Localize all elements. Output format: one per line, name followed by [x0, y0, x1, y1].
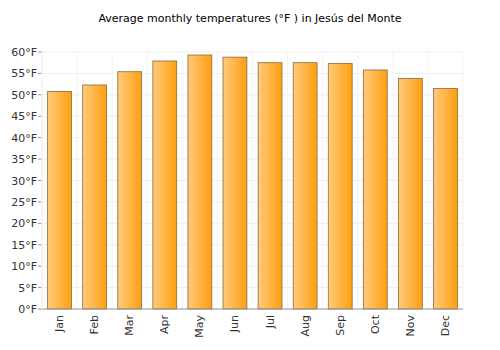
- tick-mark: [38, 244, 42, 245]
- chart-title: Average monthly temperatures (°F ) in Je…: [98, 12, 401, 25]
- x-tick-label: Apr: [158, 315, 171, 335]
- bar: [83, 85, 107, 309]
- y-tick-label: 15°F: [11, 239, 37, 252]
- x-tick-label: Jun: [228, 315, 241, 333]
- grid-line-vertical: [463, 52, 464, 309]
- tick-mark: [38, 287, 42, 288]
- tick-mark: [38, 223, 42, 224]
- tick-mark: [38, 266, 42, 267]
- y-tick-label: 5°F: [18, 282, 37, 295]
- bar: [293, 63, 317, 309]
- x-tick-label: Jan: [53, 315, 66, 333]
- y-tick-label: 50°F: [11, 89, 37, 102]
- bar: [223, 57, 247, 309]
- x-tick-label: Dec: [439, 315, 452, 336]
- chart-svg: Average monthly temperatures (°F ) in Je…: [0, 0, 500, 350]
- tick-mark: [38, 201, 42, 202]
- tick-mark: [38, 137, 42, 138]
- grid-line-vertical: [77, 52, 78, 309]
- x-axis-line: [42, 309, 463, 310]
- bar: [188, 55, 212, 309]
- x-tick-label: Oct: [369, 314, 382, 334]
- bar: [48, 91, 72, 309]
- bar: [328, 64, 352, 309]
- y-tick-label: 40°F: [11, 132, 37, 145]
- y-tick-label: 45°F: [11, 110, 37, 123]
- x-tick-label: Aug: [299, 315, 312, 336]
- grid-line-vertical: [252, 52, 253, 309]
- bar: [434, 88, 458, 309]
- x-tick-label: Nov: [404, 315, 417, 337]
- y-tick-label: 25°F: [11, 196, 37, 209]
- y-tick-label: 35°F: [11, 153, 37, 166]
- tick-mark: [38, 94, 42, 95]
- grid-line-vertical: [112, 52, 113, 309]
- grid-line-vertical: [42, 52, 43, 309]
- chart-container: Average monthly temperatures (°F ) in Je…: [0, 0, 500, 350]
- grid-line-vertical: [427, 52, 428, 309]
- grid-line-vertical: [357, 52, 358, 309]
- bar: [398, 79, 422, 309]
- grid-line-vertical: [182, 52, 183, 309]
- grid-line-vertical: [217, 52, 218, 309]
- x-tick-label: Feb: [88, 315, 101, 334]
- y-tick-label: 55°F: [11, 67, 37, 80]
- tick-mark: [38, 52, 42, 53]
- y-tick-label: 10°F: [11, 260, 37, 273]
- x-tick-label: Mar: [123, 315, 136, 336]
- bar: [153, 61, 177, 309]
- y-tick-label: 20°F: [11, 217, 37, 230]
- y-axis-line: [42, 52, 43, 309]
- y-tick-label: 30°F: [11, 175, 37, 188]
- bar: [118, 72, 142, 309]
- grid-line-vertical: [147, 52, 148, 309]
- x-tick-label: May: [193, 315, 206, 338]
- grid-line-vertical: [287, 52, 288, 309]
- tick-mark: [38, 309, 42, 310]
- tick-mark: [38, 73, 42, 74]
- grid-line: [42, 309, 463, 310]
- tick-mark: [38, 159, 42, 160]
- x-tick-label: Jul: [264, 315, 277, 329]
- grid-line-vertical: [322, 52, 323, 309]
- grid-line-vertical: [392, 52, 393, 309]
- tick-mark: [38, 116, 42, 117]
- y-tick-label: 60°F: [11, 46, 37, 59]
- tick-mark: [38, 180, 42, 181]
- x-tick-label: Sep: [334, 315, 347, 336]
- y-tick-label: 0°F: [18, 303, 37, 316]
- bar: [258, 63, 282, 309]
- bar: [363, 70, 387, 309]
